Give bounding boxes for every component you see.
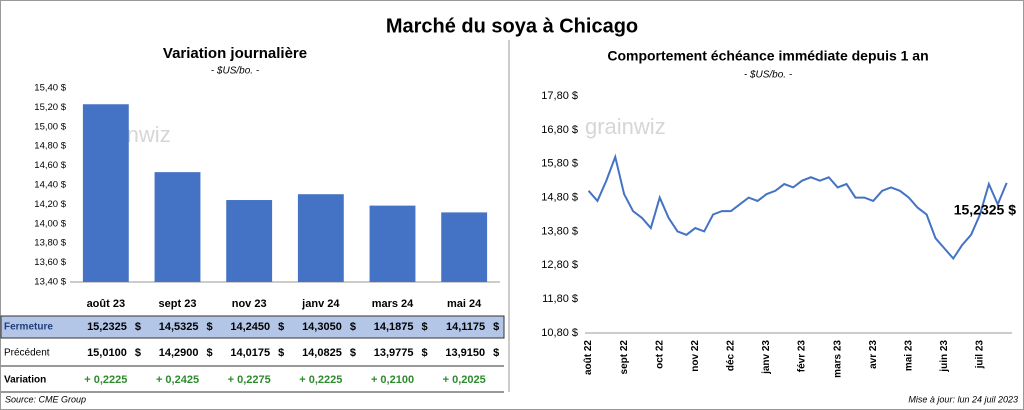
source: Source: CME Group — [5, 394, 86, 404]
unit-cell: $ — [135, 321, 141, 333]
chart-subtitle: - $US/bo. - — [211, 66, 260, 77]
chart-subtitle: - $US/bo. - — [744, 70, 793, 81]
x-tick-label: janv 24 — [301, 298, 340, 310]
y-tick-label: 11,80 $ — [542, 293, 578, 305]
x-tick-label: juil 23 — [975, 340, 986, 370]
bar — [297, 194, 344, 282]
last-value-label: 15,2325 $ — [954, 202, 1016, 218]
price-cell: 13,9150 — [445, 347, 485, 359]
bar — [226, 200, 273, 282]
y-tick-label: 14,20 $ — [34, 199, 66, 210]
price-cell: 13,9775 — [374, 347, 414, 359]
x-tick-label: août 22 — [583, 340, 594, 375]
x-tick-label: sept 23 — [159, 298, 197, 310]
price-cell: 14,2900 — [159, 347, 199, 359]
x-tick-label: mai 24 — [447, 298, 482, 310]
bar — [82, 104, 129, 282]
table-highlight — [0, 315, 505, 339]
y-tick-label: 15,40 $ — [34, 83, 66, 94]
chart-title: Variation journalière — [163, 45, 307, 62]
y-tick-label: 14,40 $ — [34, 180, 66, 191]
x-tick-label: août 23 — [87, 298, 126, 310]
variation-cell: + 0,2100 — [371, 374, 414, 386]
variation-cell: + 0,2025 — [443, 374, 486, 386]
unit-cell: $ — [493, 347, 499, 359]
y-tick-label: 14,60 $ — [34, 160, 66, 171]
unit-cell: $ — [278, 347, 284, 359]
unit-cell: $ — [422, 321, 428, 333]
y-tick-label: 13,80 $ — [34, 238, 66, 249]
variation-cell: + 0,2225 — [84, 374, 127, 386]
x-tick-label: oct 22 — [654, 340, 665, 369]
row-label: Fermeture — [4, 322, 53, 333]
variation-cell: + 0,2425 — [156, 374, 199, 386]
price-cell: 15,0100 — [87, 347, 127, 359]
price-cell: 14,5325 — [159, 321, 199, 333]
x-tick-label: nov 22 — [690, 340, 701, 372]
unit-cell: $ — [493, 321, 499, 333]
bar — [441, 212, 488, 282]
y-tick-label: 13,40 $ — [34, 277, 66, 288]
y-tick-label: 10,80 $ — [541, 327, 578, 339]
x-tick-label: mars 23 — [832, 340, 843, 378]
bar — [369, 205, 416, 282]
y-tick-label: 13,80 $ — [541, 225, 578, 237]
y-tick-label: 16,80 $ — [541, 124, 578, 136]
y-tick-label: 15,80 $ — [541, 158, 578, 170]
row-label: Variation — [4, 375, 46, 386]
y-tick-label: 15,00 $ — [34, 121, 66, 132]
x-tick-label: sept 22 — [619, 340, 630, 375]
x-tick-label: janv 23 — [761, 340, 772, 375]
updated: Mise à jour: lun 24 juil 2023 — [908, 394, 1018, 404]
unit-cell: $ — [207, 347, 213, 359]
price-cell: 14,1875 — [374, 321, 414, 333]
unit-cell: $ — [350, 321, 356, 333]
logo: grainwiz — [585, 114, 666, 139]
x-tick-label: nov 23 — [232, 298, 267, 310]
x-tick-label: mai 23 — [903, 340, 914, 372]
unit-cell: $ — [278, 321, 284, 333]
row-label: Précédent — [4, 348, 50, 359]
unit-cell: $ — [135, 347, 141, 359]
price-cell: 14,2450 — [230, 321, 270, 333]
y-tick-label: 13,60 $ — [34, 257, 66, 268]
variation-cell: + 0,2225 — [299, 374, 342, 386]
x-tick-label: déc 22 — [726, 340, 737, 372]
page-title: Marché du soya à Chicago — [386, 15, 638, 37]
y-tick-label: 14,80 $ — [34, 141, 66, 152]
price-cell: 14,0825 — [302, 347, 342, 359]
y-tick-label: 15,20 $ — [34, 102, 66, 113]
unit-cell: $ — [207, 321, 213, 333]
y-tick-label: 14,80 $ — [541, 191, 578, 203]
y-tick-label: 12,80 $ — [541, 259, 578, 271]
unit-cell: $ — [422, 347, 428, 359]
y-tick-label: 17,80 $ — [541, 90, 578, 102]
unit-cell: $ — [350, 347, 356, 359]
y-tick-label: 14,00 $ — [34, 218, 66, 229]
price-line — [587, 153, 1008, 261]
price-cell: 14,0175 — [230, 347, 270, 359]
price-cell: 14,1175 — [446, 321, 485, 333]
price-cell: 14,3050 — [302, 321, 342, 333]
x-tick-label: mars 24 — [372, 298, 414, 310]
x-tick-label: avr 23 — [868, 340, 879, 369]
variation-cell: + 0,2275 — [228, 374, 271, 386]
x-tick-label: juin 23 — [939, 340, 950, 373]
chart-title: Comportement échéance immédiate depuis 1… — [607, 48, 928, 64]
bar — [154, 172, 201, 282]
price-cell: 15,2325 — [87, 321, 127, 333]
x-tick-label: févr 23 — [797, 340, 808, 373]
